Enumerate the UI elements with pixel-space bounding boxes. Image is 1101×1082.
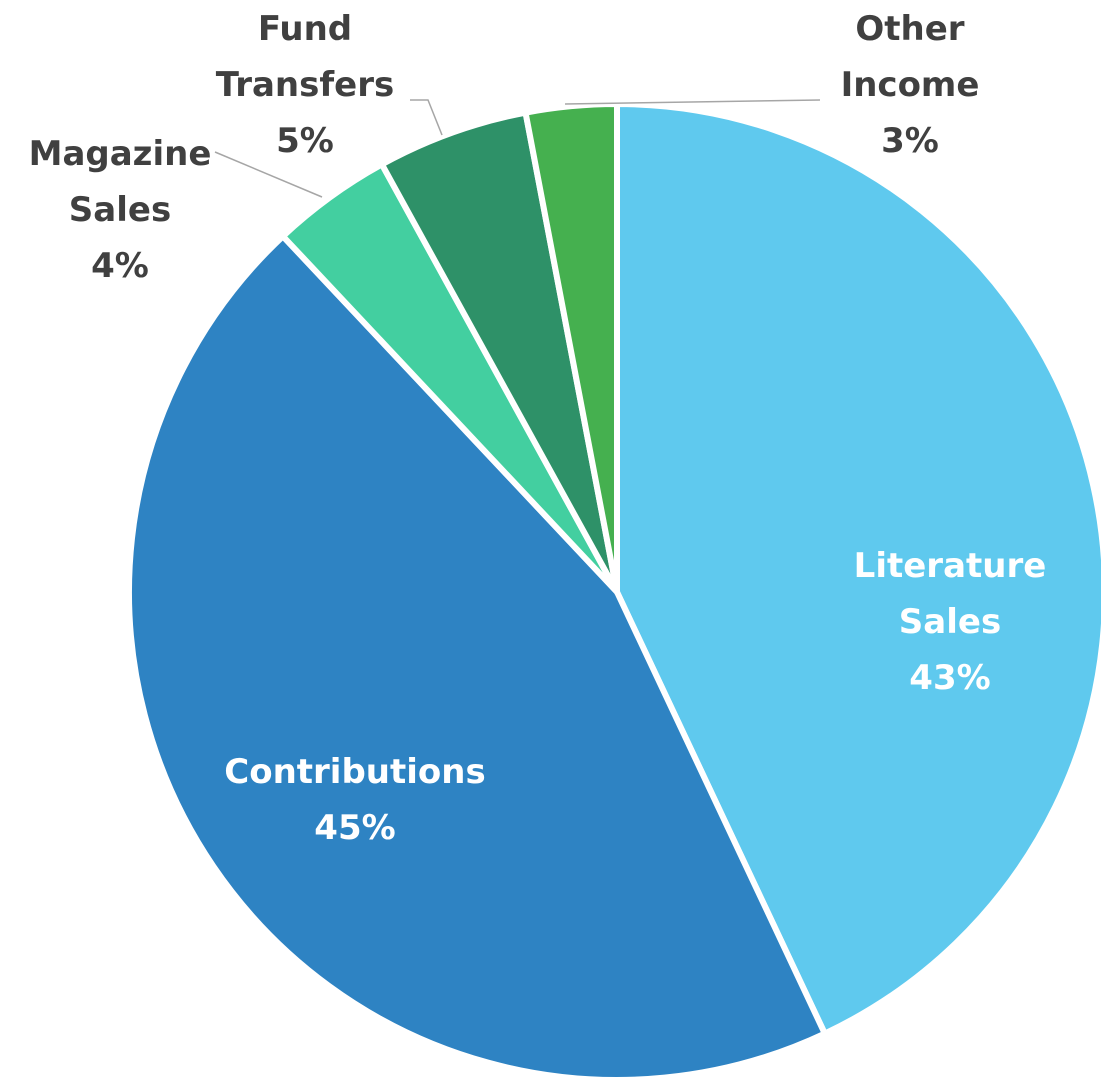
data-label: Magazine Sales 4%	[15, 126, 225, 294]
data-label: Contributions 45%	[185, 744, 525, 856]
label-value: 4%	[91, 246, 149, 286]
label-category: Contributions	[224, 752, 486, 792]
leader-line	[214, 151, 323, 198]
label-category: Literature Sales	[853, 546, 1047, 642]
data-label: Literature Sales 43%	[835, 538, 1065, 706]
pie-slice	[126, 233, 828, 1082]
label-category: Magazine Sales	[28, 134, 212, 230]
label-value: 5%	[276, 121, 334, 161]
label-category: Other Income	[840, 9, 980, 105]
data-label: Fund Transfers 5%	[200, 1, 410, 169]
leader-line	[564, 99, 821, 105]
pie-slice	[522, 101, 620, 595]
label-value: 45%	[314, 808, 396, 848]
data-label: Other Income 3%	[820, 1, 1000, 169]
leader-line	[410, 99, 443, 136]
label-value: 3%	[881, 121, 939, 161]
label-value: 43%	[909, 658, 991, 698]
label-category: Fund Transfers	[215, 9, 395, 105]
pie-slice	[614, 101, 1101, 1037]
